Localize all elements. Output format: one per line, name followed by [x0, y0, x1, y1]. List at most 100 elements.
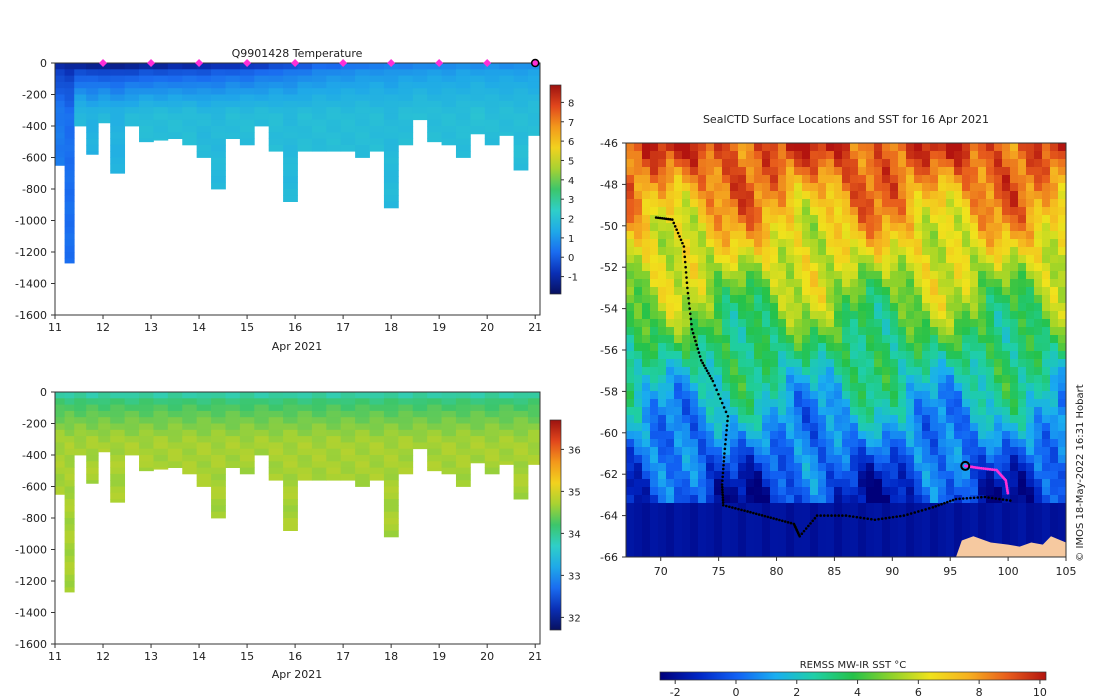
profile-cell: [513, 75, 529, 83]
sst-cell: [770, 303, 779, 312]
sst-cell: [690, 543, 699, 552]
sst-cell: [778, 407, 787, 416]
profile-cell: [139, 75, 154, 83]
sst-cell: [938, 447, 947, 456]
profile-cell: [513, 144, 529, 152]
sst-cell: [1002, 519, 1011, 528]
sst-cell: [1002, 423, 1011, 432]
sst-cell: [1042, 359, 1051, 368]
profile-cell: [484, 138, 500, 146]
profile-cell: [369, 138, 385, 146]
sst-cell: [818, 263, 827, 272]
profile-cell: [196, 94, 212, 102]
sst-cell: [1010, 503, 1019, 512]
sst-cell: [1010, 351, 1019, 360]
sst-cell: [1026, 383, 1035, 392]
sst-cell: [658, 271, 667, 280]
sst-cell: [714, 543, 723, 552]
sst-cell: [834, 295, 843, 304]
sst-cell: [1034, 303, 1043, 312]
sst-cell: [890, 279, 899, 288]
sst-cell: [826, 399, 835, 408]
sst-cell: [882, 455, 891, 464]
sst-cell: [818, 463, 827, 472]
sst-cell: [1058, 431, 1066, 440]
profile-cell: [64, 239, 75, 247]
sst-cell: [794, 143, 803, 152]
profile-cell: [254, 448, 270, 456]
sst-cell: [994, 247, 1003, 256]
profile-cell: [167, 448, 183, 456]
sst-cell: [730, 431, 739, 440]
sst-cell: [690, 351, 699, 360]
profile-cell: [527, 88, 541, 95]
sst-cell: [890, 247, 899, 256]
sst-cell: [1002, 343, 1011, 352]
sst-cell: [890, 423, 899, 432]
profile-cell: [311, 398, 327, 405]
sst-cell: [954, 439, 963, 448]
sst-cell: [1010, 455, 1019, 464]
sst-cell: [946, 199, 955, 208]
track-point: [743, 509, 746, 512]
sst-cell: [906, 471, 915, 480]
profile-cell: [64, 126, 75, 133]
profile-cell: [326, 398, 342, 405]
sst-cell: [890, 439, 899, 448]
profile-cell: [470, 442, 486, 450]
sst-cell: [810, 471, 819, 480]
sst-cell: [850, 159, 859, 168]
profile-cell: [74, 448, 87, 456]
profile-cell: [383, 81, 399, 89]
sst-cell: [954, 295, 963, 304]
sst-cell: [1042, 351, 1051, 360]
sst-cell: [770, 159, 779, 168]
profile-cell: [196, 404, 212, 412]
sst-cell: [930, 327, 939, 336]
sst-cell: [906, 287, 915, 296]
track-point: [666, 217, 670, 221]
profile-cell: [383, 107, 399, 114]
profile-cell: [239, 392, 255, 399]
profile-cell: [427, 404, 442, 412]
sst-cell: [650, 311, 659, 320]
profile-cell: [139, 410, 154, 418]
profile-cell: [499, 113, 514, 121]
profile-cell: [211, 132, 226, 139]
sst-cell: [714, 471, 723, 480]
profile-cell: [513, 107, 529, 114]
profile-cell: [283, 189, 298, 196]
sst-cell: [1050, 175, 1059, 184]
profile-cell: [369, 448, 385, 456]
profile-cell: [297, 69, 313, 76]
sst-cell: [858, 407, 867, 416]
profile-cell: [239, 423, 255, 431]
sst-cell: [922, 143, 931, 152]
sst-cell: [754, 503, 763, 512]
sst-cell: [1002, 263, 1011, 272]
profile-cell: [55, 132, 66, 139]
profile-cell: [455, 88, 471, 95]
sst-cell: [770, 423, 779, 432]
track-point: [731, 506, 734, 509]
sst-cell: [994, 399, 1003, 408]
sst-cell: [986, 511, 995, 520]
sst-cell: [866, 191, 875, 200]
lat-tick-label: -52: [600, 261, 618, 274]
sst-cell: [914, 159, 923, 168]
sst-cell: [962, 479, 971, 488]
sst-cell: [930, 495, 939, 504]
sst-cell: [698, 375, 707, 384]
profile-cell: [311, 442, 327, 450]
sst-cell: [882, 383, 891, 392]
profile-cell: [211, 151, 226, 158]
sst-cell: [754, 447, 763, 456]
sst-cell: [642, 431, 651, 440]
sst-cell: [962, 255, 971, 264]
sst-cell: [730, 231, 739, 240]
track-point: [726, 419, 729, 423]
sst-cell: [874, 471, 883, 480]
profile-cell: [239, 410, 255, 418]
sst-cell: [978, 223, 987, 232]
profile-cell: [167, 81, 183, 89]
